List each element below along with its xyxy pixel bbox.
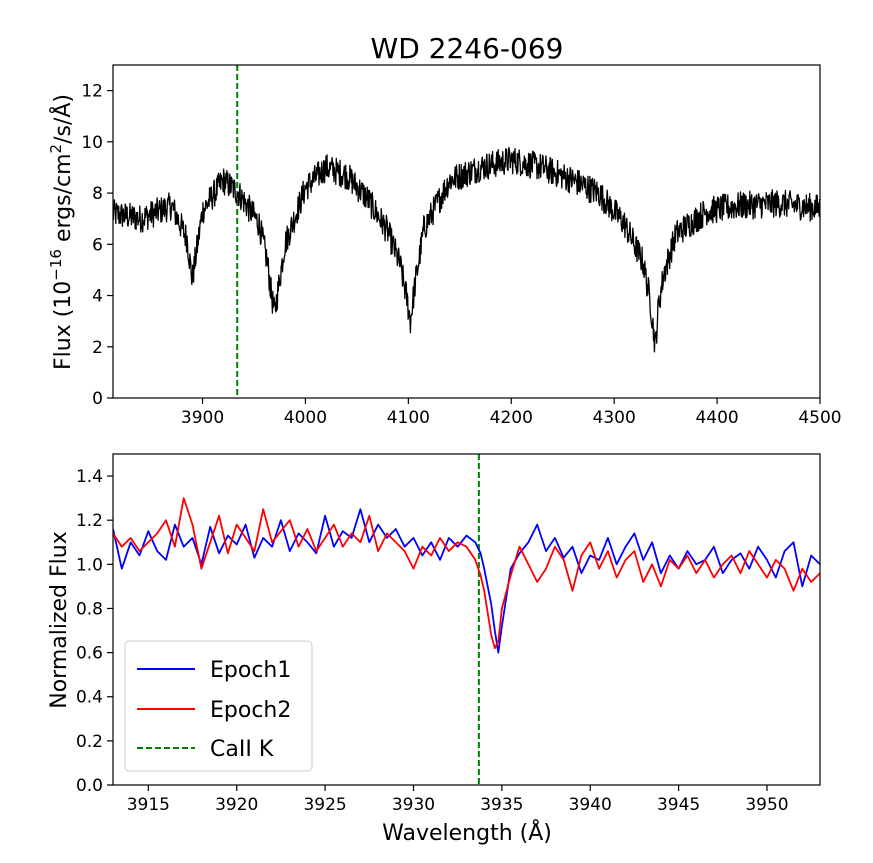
top-x-tick-label: 4500 [798, 408, 841, 428]
bottom-panel: 3915 3920 3925 3930 3935 3940 3945 3950 0.0 0.2 0… [47, 453, 821, 846]
bottom-series-epoch2 [113, 497, 820, 650]
bottom-x-tick-label: 3945 [657, 795, 700, 815]
top-y-tick-label: 12 [81, 82, 103, 102]
bottom-x-tick-label: 3930 [392, 795, 435, 815]
bottom-y-tick-label: 1.0 [76, 555, 103, 575]
bottom-x-tick-label: 3925 [303, 795, 346, 815]
bottom-series-epoch1 [113, 508, 820, 654]
legend: Epoch1 Epoch2 CaII K [124, 640, 313, 772]
bottom-x-axis-label: Wavelength (Å) [382, 819, 552, 846]
top-y-tick-label: 2 [92, 338, 103, 358]
legend-frame [124, 640, 313, 772]
bottom-y-tick-label: 0.4 [76, 688, 103, 708]
top-x-tick-label: 4000 [284, 408, 327, 428]
bottom-x-tick-label: 3915 [127, 795, 170, 815]
bottom-y-tick-label: 0.6 [76, 644, 103, 664]
top-y-tick-label: 0 [92, 389, 103, 409]
bottom-y-tick-label: 1.2 [76, 511, 103, 531]
top-x-tick-label: 4100 [387, 408, 430, 428]
top-plot-frame [112, 64, 821, 399]
top-y-axis-label: Flux (10−16 ergs/cm2/s/Å) [47, 94, 76, 370]
top-panel: 3900 4000 4100 4200 4300 4400 4500 0 2 4 6 8 10 12 F… [47, 64, 842, 428]
bottom-y-axis-label: Normalized Flux [47, 531, 72, 708]
bottom-plot-frame [112, 453, 821, 786]
bottom-y-tick-label: 0.0 [76, 776, 103, 796]
top-y-tick-label: 10 [81, 133, 103, 153]
bottom-x-tick-label: 3940 [569, 795, 612, 815]
bottom-x-tick-label: 3935 [480, 795, 523, 815]
legend-label-epoch1: Epoch1 [210, 658, 291, 683]
top-x-tick-label: 4300 [593, 408, 636, 428]
bottom-x-tick-label: 3920 [215, 795, 258, 815]
top-x-tick-label: 4200 [490, 408, 533, 428]
legend-label-epoch2: Epoch2 [210, 698, 291, 723]
bottom-x-tick-label: 3950 [745, 795, 788, 815]
top-y-tick-label: 6 [92, 235, 103, 255]
legend-label-caii-k: CaII K [210, 737, 274, 762]
top-y-tick-label: 8 [92, 184, 103, 204]
top-series-spectrum [113, 146, 820, 353]
chart-title: WD 2246-069 [371, 32, 564, 65]
bottom-y-tick-label: 0.2 [76, 732, 103, 752]
bottom-y-tick-label: 1.4 [76, 467, 103, 487]
top-x-tick-label: 3900 [181, 408, 224, 428]
bottom-y-tick-label: 0.8 [76, 599, 103, 619]
top-y-tick-label: 4 [92, 287, 103, 307]
top-x-tick-label: 4400 [695, 408, 738, 428]
